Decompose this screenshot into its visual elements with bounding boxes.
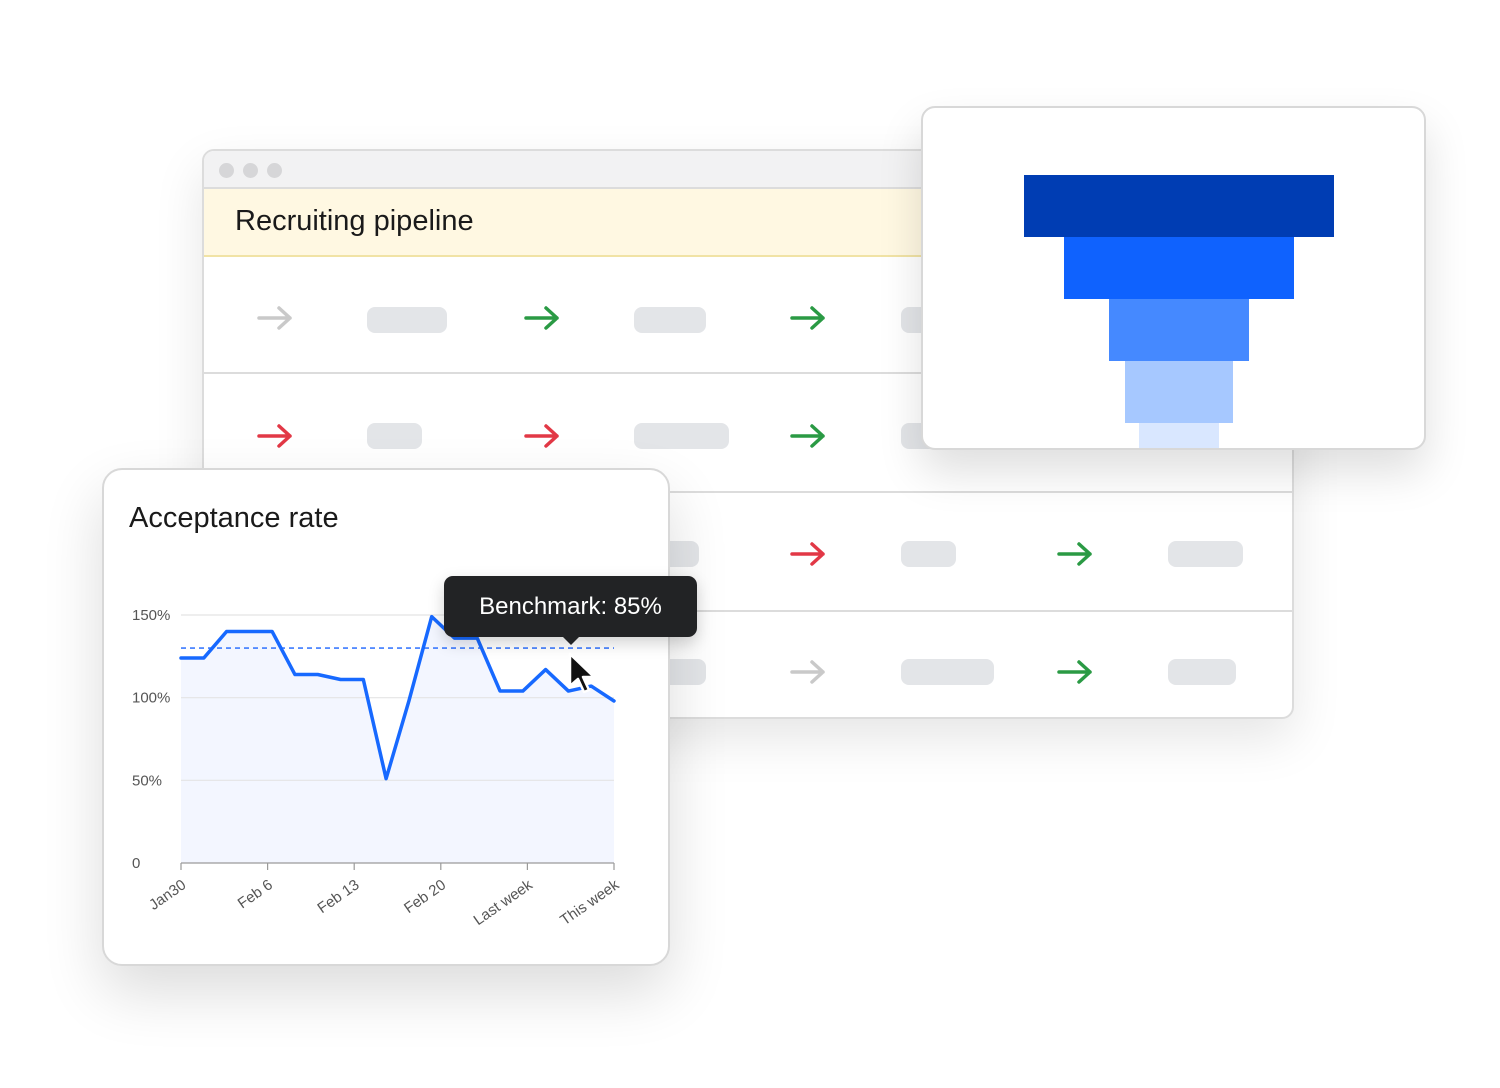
tooltip-tail — [562, 636, 580, 645]
arrow-right-icon — [790, 660, 825, 684]
arrow-right-icon — [790, 306, 825, 330]
mouse-pointer-icon — [568, 652, 596, 694]
placeholder-pill — [1168, 659, 1236, 685]
funnel-step — [1138, 423, 1220, 448]
arrow-right-icon — [790, 542, 825, 566]
x-tick-label: Jan30 — [146, 876, 189, 913]
arrow-right-icon — [1057, 660, 1092, 684]
arrow-right-icon — [1057, 542, 1092, 566]
placeholder-pill — [901, 659, 994, 685]
acceptance-rate-card[interactable]: Acceptance rate 0 50% 100% 150% Jan30 Feb 6 Fe… — [102, 468, 670, 966]
funnel-step — [1124, 361, 1234, 423]
funnel-card[interactable] — [921, 106, 1426, 450]
x-tick-label: This week — [557, 876, 622, 929]
x-tick-label: Feb 20 — [401, 876, 449, 917]
window-zoom-dot[interactable] — [267, 163, 282, 178]
placeholder-pill — [634, 423, 729, 449]
acceptance-rate-chart[interactable]: 0 50% 100% 150% Jan30 Feb 6 Feb 13 Feb 20 Last w… — [104, 470, 672, 968]
arrow-right-icon — [524, 424, 559, 448]
x-tick-label: Feb 6 — [235, 876, 276, 912]
arrow-right-icon — [257, 306, 292, 330]
arrow-right-icon — [257, 424, 292, 448]
placeholder-pill — [1168, 541, 1243, 567]
funnel-step — [1064, 237, 1294, 299]
chart-title: Acceptance rate — [129, 502, 339, 534]
y-tick-label: 0 — [132, 855, 140, 872]
placeholder-pill — [367, 423, 422, 449]
arrow-right-icon — [790, 424, 825, 448]
y-tick-label: 50% — [132, 772, 162, 789]
benchmark-tooltip: Benchmark: 85% — [444, 576, 697, 637]
window-minimize-dot[interactable] — [243, 163, 258, 178]
placeholder-pill — [367, 307, 447, 333]
funnel-step — [1024, 175, 1334, 237]
y-tick-label: 100% — [132, 690, 170, 707]
pipeline-title: Recruiting pipeline — [235, 205, 474, 237]
window-close-dot[interactable] — [219, 163, 234, 178]
placeholder-pill — [901, 541, 956, 567]
placeholder-pill — [634, 307, 706, 333]
x-tick-label: Last week — [471, 876, 536, 929]
arrow-right-icon — [524, 306, 559, 330]
y-tick-label: 150% — [132, 607, 170, 624]
x-tick-label: Feb 13 — [314, 876, 362, 917]
funnel-step — [1109, 299, 1249, 361]
acceptance-rate-line — [179, 614, 616, 781]
